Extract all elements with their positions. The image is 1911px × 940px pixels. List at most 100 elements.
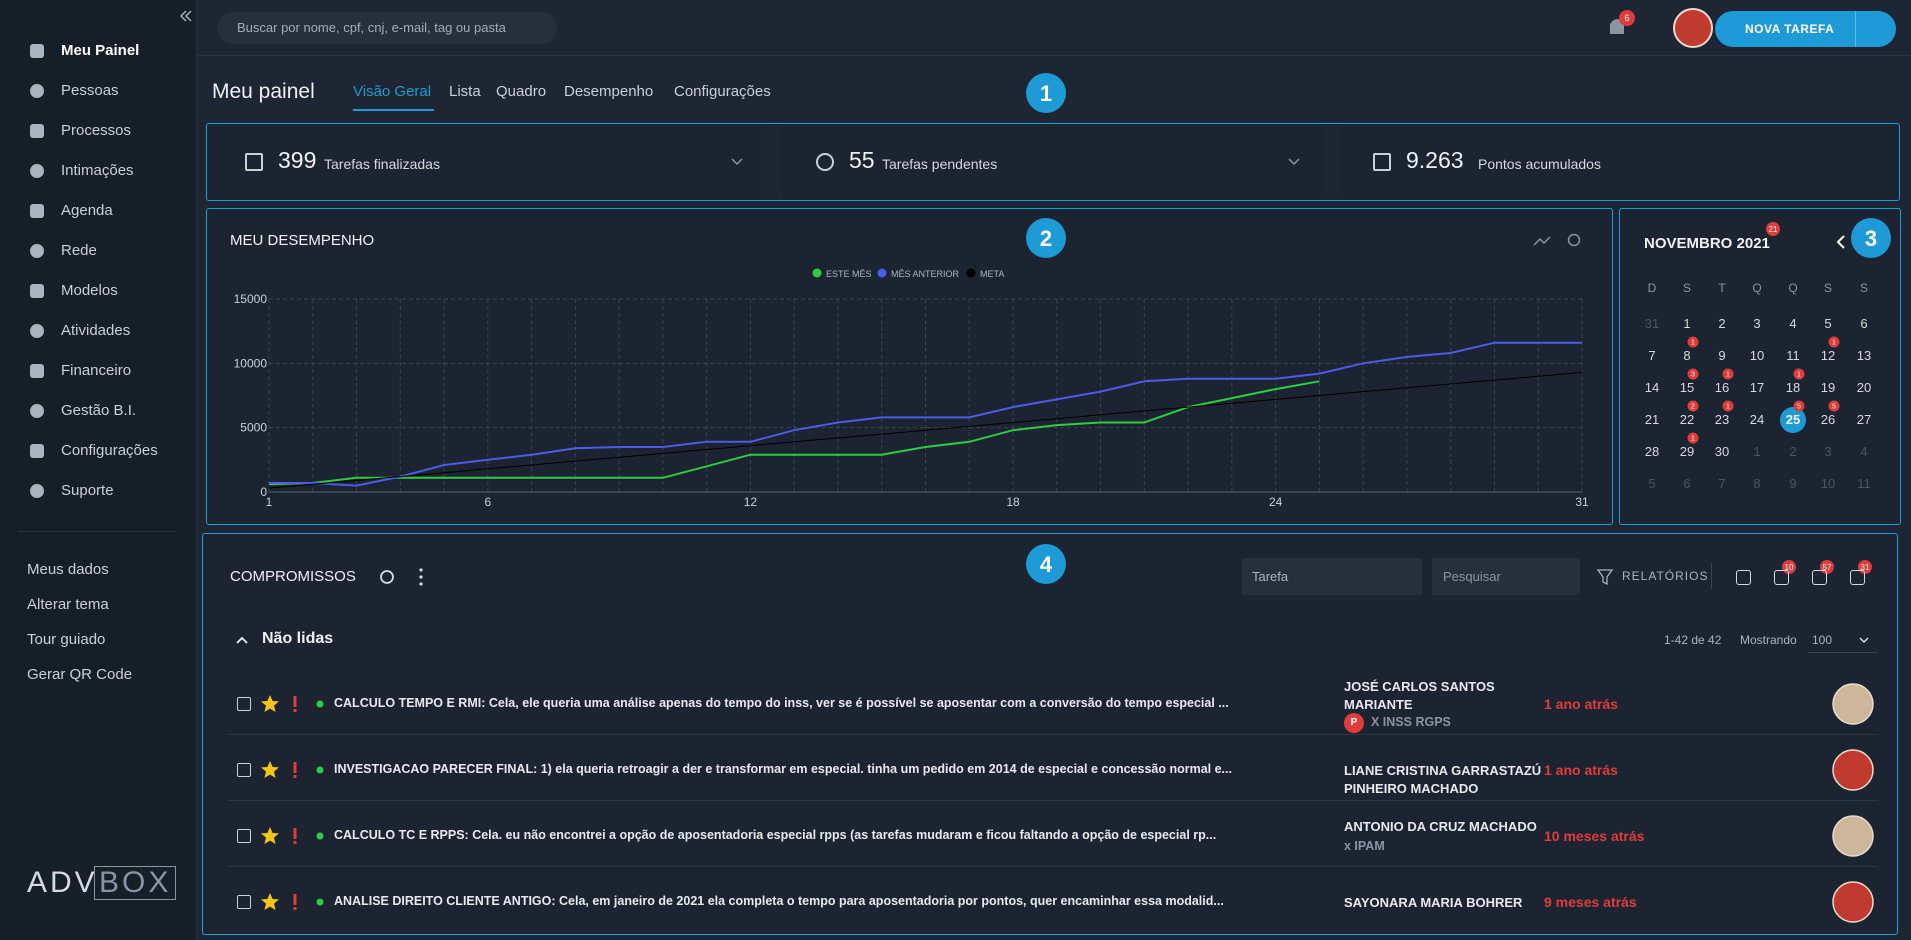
menu-icon <box>30 124 44 138</box>
client-name: ANTONIO DA CRUZ MACHADO <box>1344 819 1537 834</box>
tab-underline <box>353 109 434 111</box>
stats-divider <box>1325 125 1339 199</box>
search-placeholder: Pesquisar <box>1443 569 1501 584</box>
time-ago: 10 meses atrás <box>1544 828 1645 844</box>
stat-label: Tarefas finalizadas <box>324 156 440 172</box>
client-name: JOSÉ CARLOS SANTOS MARIANTE <box>1344 679 1495 712</box>
stats-panel <box>206 123 1900 201</box>
calendar-panel <box>1619 208 1901 525</box>
process: x IPAM <box>1344 839 1385 853</box>
stat-value: 55 <box>849 147 875 173</box>
reports-button[interactable]: RELATÓRIOS <box>1622 569 1709 583</box>
menu-icon <box>30 444 44 458</box>
menu-icon <box>30 44 44 58</box>
menu-icon <box>30 204 44 218</box>
notification-badge: 6 <box>1619 10 1635 26</box>
new-task-label: NOVA TAREFA <box>1745 22 1835 36</box>
stat-label: Pontos acumulados <box>1478 156 1601 172</box>
stat-icon <box>1373 153 1391 171</box>
page-title: Meu painel <box>212 80 315 103</box>
row-checkbox[interactable] <box>237 697 251 711</box>
appointments-title: COMPROMISSOS <box>230 568 356 585</box>
stat-icon <box>245 153 263 171</box>
chart-panel <box>206 208 1613 525</box>
tab[interactable]: Configurações <box>674 83 771 100</box>
time-ago: 9 meses atrás <box>1544 894 1637 910</box>
toolbar-icon <box>1774 570 1789 585</box>
sidebar-link[interactable]: Gerar QR Code <box>27 666 133 683</box>
menu-icon <box>30 404 44 418</box>
search-box[interactable]: Buscar por nome, cpf, cnj, e-mail, tag o… <box>217 12 557 44</box>
toolbar-icon <box>1736 570 1751 585</box>
stats-divider <box>767 125 781 199</box>
row-checkbox[interactable] <box>237 895 251 909</box>
menu-item[interactable]: Meu Painel <box>61 42 140 59</box>
stat-value: 399 <box>278 147 317 173</box>
logo-box: BOX <box>94 866 177 900</box>
button-split <box>1855 11 1856 47</box>
toolbar-icon <box>1850 570 1865 585</box>
logo-adv: ADV <box>27 866 98 899</box>
menu-icon <box>30 324 44 338</box>
process: X INSS RGPS <box>1371 715 1451 729</box>
menu-icon <box>30 284 44 298</box>
range-text: 1-42 de 42 <box>1664 633 1722 647</box>
menu-item[interactable]: Gestão B.I. <box>61 402 137 419</box>
menu-item[interactable]: Modelos <box>61 282 118 299</box>
callout-circle <box>1026 73 1066 113</box>
tab[interactable]: Visão Geral <box>353 83 432 100</box>
stat-value: 9.263 <box>1406 147 1464 173</box>
menu-item[interactable]: Configurações <box>61 442 158 459</box>
sidebar-divider <box>18 531 176 532</box>
menu-item[interactable]: Processos <box>61 122 132 139</box>
menu-item[interactable]: Financeiro <box>61 362 132 379</box>
client-name: LIANE CRISTINA GARRASTAZÚ PINHEIRO MACHA… <box>1344 763 1542 796</box>
client-name: SAYONARA MARIA BOHRER <box>1344 895 1523 910</box>
menu-item[interactable]: Intimações <box>61 162 134 179</box>
menu-icon <box>30 484 44 498</box>
menu-item[interactable]: Suporte <box>61 482 114 499</box>
tab[interactable]: Lista <box>449 83 481 100</box>
page-size: 100 <box>1812 633 1833 647</box>
tab[interactable]: Desempenho <box>564 83 654 100</box>
task-text[interactable]: CALCULO TEMPO E RMI: Cela, ele queria um… <box>334 696 1229 710</box>
tag-badge: P <box>1344 713 1364 733</box>
search-field[interactable]: Pesquisar <box>1432 558 1580 595</box>
menu-item[interactable]: Rede <box>61 242 97 259</box>
sidebar-link[interactable]: Alterar tema <box>27 596 109 613</box>
filter-value: Tarefa <box>1252 569 1289 584</box>
row-divider <box>228 800 1878 801</box>
filter-select[interactable]: Tarefa <box>1242 558 1422 595</box>
menu-item[interactable]: Agenda <box>61 202 113 219</box>
menu-icon <box>30 164 44 178</box>
header-bar <box>197 0 1911 56</box>
row-divider <box>228 866 1878 867</box>
time-ago: 1 ano atrás <box>1544 762 1618 778</box>
callout-number: 1 <box>1040 81 1052 106</box>
showing-label: Mostrando <box>1740 633 1797 647</box>
new-task-button[interactable]: NOVA TAREFA <box>1715 11 1896 47</box>
sidebar-link[interactable]: Tour guiado <box>27 631 106 648</box>
page-size-select[interactable]: 100 <box>1808 627 1877 653</box>
task-text[interactable]: INVESTIGACAO PARECER FINAL: 1) ela queri… <box>334 762 1232 776</box>
menu-icon <box>30 364 44 378</box>
sidebar-link[interactable]: Meus dados <box>27 561 109 578</box>
stat-label: Tarefas pendentes <box>882 156 998 172</box>
task-text[interactable]: CALCULO TC E RPPS: Cela. eu não encontre… <box>334 828 1217 842</box>
toolbar-icon <box>1812 570 1827 585</box>
row-divider <box>228 734 1878 735</box>
stat-icon <box>816 153 834 171</box>
tab[interactable]: Quadro <box>496 83 547 100</box>
time-ago: 1 ano atrás <box>1544 696 1618 712</box>
row-checkbox[interactable] <box>237 763 251 777</box>
group-title: Não lidas <box>262 630 334 647</box>
sidebar <box>0 0 197 940</box>
menu-icon <box>30 244 44 258</box>
task-text[interactable]: ANALISE DIREITO CLIENTE ANTIGO: Cela, em… <box>334 894 1224 908</box>
toolbar-divider <box>1711 563 1712 589</box>
menu-item[interactable]: Pessoas <box>61 82 119 99</box>
search-placeholder: Buscar por nome, cpf, cnj, e-mail, tag o… <box>237 20 506 35</box>
menu-item[interactable]: Atividades <box>61 322 131 339</box>
row-checkbox[interactable] <box>237 829 251 843</box>
